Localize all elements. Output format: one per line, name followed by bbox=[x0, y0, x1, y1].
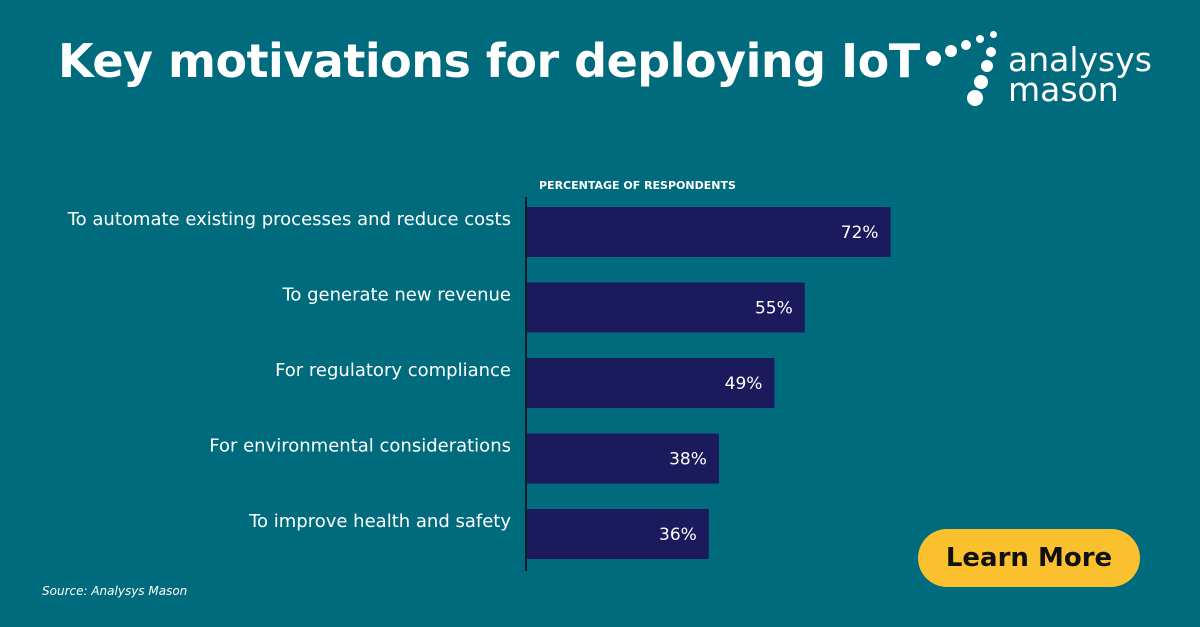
logo-text-analysys: analysys bbox=[1008, 40, 1152, 79]
logo-text-mason: mason bbox=[1008, 70, 1119, 109]
bar-value-label-5: 36% bbox=[659, 525, 697, 545]
analysys-mason-logo[interactable]: analysys mason bbox=[926, 30, 1166, 110]
category-label-3: For regulatory compliance bbox=[275, 360, 511, 381]
page-title: Key motivations for deploying IoT bbox=[58, 34, 920, 88]
category-label-2: To generate new revenue bbox=[281, 285, 511, 306]
bar-value-label-1: 72% bbox=[841, 223, 879, 243]
bar-4 bbox=[527, 433, 719, 484]
learn-more-button[interactable]: Learn More bbox=[918, 529, 1140, 587]
bar-5 bbox=[527, 509, 709, 559]
bar-value-label-3: 49% bbox=[725, 374, 763, 394]
source-note: Source: Analysys Mason bbox=[42, 584, 188, 598]
category-label-4: For environmental considerations bbox=[209, 436, 511, 457]
category-label-5: To improve health and safety bbox=[248, 511, 511, 532]
bar-value-label-2: 55% bbox=[755, 299, 793, 319]
bar-2 bbox=[527, 282, 805, 333]
category-label-1: To automate existing processes and reduc… bbox=[67, 209, 511, 230]
bar-3 bbox=[527, 358, 775, 408]
axis-label: PERCENTAGE OF RESPONDENTS bbox=[539, 179, 736, 192]
bar-1 bbox=[527, 207, 891, 257]
bar-value-label-4: 38% bbox=[669, 450, 707, 470]
